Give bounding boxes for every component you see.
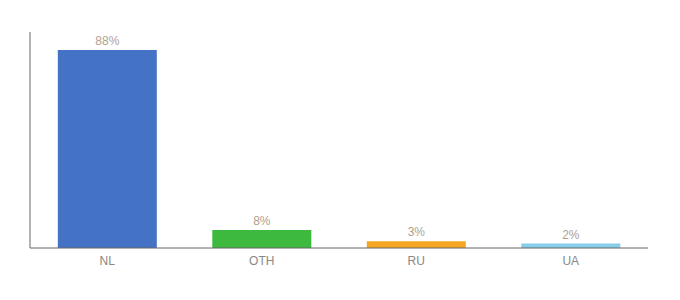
svg-text:NL: NL <box>100 254 116 268</box>
svg-text:RU: RU <box>408 254 425 268</box>
svg-text:3%: 3% <box>408 225 426 239</box>
svg-text:8%: 8% <box>253 214 271 228</box>
svg-text:OTH: OTH <box>249 254 274 268</box>
svg-text:UA: UA <box>562 254 579 268</box>
svg-text:2%: 2% <box>562 228 580 242</box>
svg-text:88%: 88% <box>95 34 119 48</box>
